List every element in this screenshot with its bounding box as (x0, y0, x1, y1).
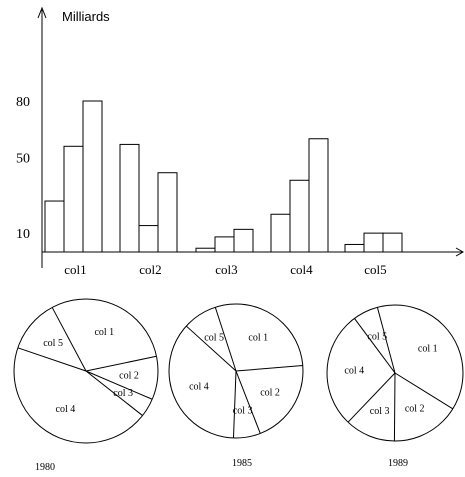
pie-slice-label: col 1 (418, 344, 438, 355)
pie-chart-1980: col 1 col 2 col 3 col 4 col 5 1980 (13, 298, 159, 473)
pie-year-label-1980: 1980 (35, 462, 55, 473)
pie-slice-boundary (214, 307, 237, 372)
pie-slice-label: col 4 (344, 365, 364, 376)
pie-slice-boundary (393, 372, 396, 442)
pie-slice-label: col 4 (189, 382, 209, 393)
category-labels: col1 col2 col3 col4 col5 (64, 262, 386, 277)
category-label: col1 (64, 262, 86, 277)
pie-slice-boundary (85, 355, 157, 372)
bar-marks (44, 100, 403, 253)
y-tick-label: 50 (16, 152, 30, 167)
bar (44, 200, 65, 253)
y-tick-labels: 10 50 80 (16, 95, 30, 242)
pie-outline (326, 304, 464, 442)
pie-year-label-1985: 1985 (232, 458, 252, 469)
bar-chart: Milliards 10 50 80 col1 col2 col3 col4 col5 (16, 6, 465, 277)
bar (363, 232, 384, 253)
category-label: col4 (290, 262, 313, 277)
pie-slice-label: col 3 (370, 406, 390, 417)
pie-outline (168, 303, 304, 439)
pie-slices-1985: col 1 col 2 col 3 col 4 col 5 (168, 303, 304, 439)
pie-slice-boundary (354, 318, 396, 374)
bar (63, 145, 84, 253)
pie-outline (13, 298, 159, 444)
pie-slice-label: col 2 (405, 404, 425, 415)
y-tick-label: 10 (16, 227, 30, 242)
bar (157, 172, 178, 253)
pie-slice-boundary (235, 370, 261, 434)
pie-slices-1980: col 1 col 2 col 3 col 4 col 5 (13, 298, 159, 444)
pie-slices-1989: col 1 col 2 col 3 col 4 col 5 (326, 304, 464, 442)
pie-slice-boundary (347, 372, 396, 423)
category-label: col2 (139, 262, 161, 277)
bar (233, 228, 254, 253)
pie-slice-label: col 5 (367, 331, 387, 342)
pie-slice-boundary (85, 370, 143, 416)
x-axis-arrow (455, 247, 465, 257)
category-label: col5 (364, 262, 386, 277)
y-tick-label: 80 (16, 95, 30, 110)
bar (344, 243, 365, 253)
pie-slice-boundary (232, 370, 237, 438)
bar (195, 247, 216, 253)
category-label: col3 (215, 262, 237, 277)
pie-slice (233, 371, 260, 438)
pie-slice-label: col 2 (119, 370, 139, 381)
bar (214, 236, 235, 253)
bar (119, 143, 140, 253)
pie-year-label-1989: 1989 (388, 458, 408, 469)
pie-slice-boundary (235, 365, 303, 372)
bar (138, 225, 159, 253)
bar (270, 213, 291, 253)
bar (289, 179, 310, 253)
pie-slice-label: col 5 (204, 332, 224, 343)
bar (382, 232, 403, 253)
y-axis-unit-label: Milliards (62, 9, 110, 24)
pie-slice-label: col 2 (260, 387, 280, 398)
y-axis-arrow (37, 6, 47, 19)
pie-slice-label: col 4 (56, 404, 76, 415)
bar (82, 100, 103, 253)
pie-slice (236, 366, 303, 434)
pie-slice-label: col 3 (233, 406, 253, 417)
pie-slice-label: col 1 (248, 333, 268, 344)
pie-chart-1985: col 1 col 2 col 3 col 4 col 5 1985 (168, 303, 304, 469)
bar (308, 138, 329, 253)
pie-slice-label: col 5 (43, 338, 63, 349)
pie-slice-boundary (185, 325, 237, 372)
pie-slice-label: col 3 (113, 388, 133, 399)
pie-slice-boundary (85, 370, 153, 400)
pie-slice-boundary (17, 347, 87, 372)
pie-slice-boundary (51, 307, 87, 372)
pie-slice-boundary (394, 372, 454, 410)
pie-slice-boundary (376, 307, 396, 374)
pie-chart-1989: col 1 col 2 col 3 col 4 col 5 1989 (326, 304, 464, 469)
pie-slice-label: col 1 (94, 327, 114, 338)
